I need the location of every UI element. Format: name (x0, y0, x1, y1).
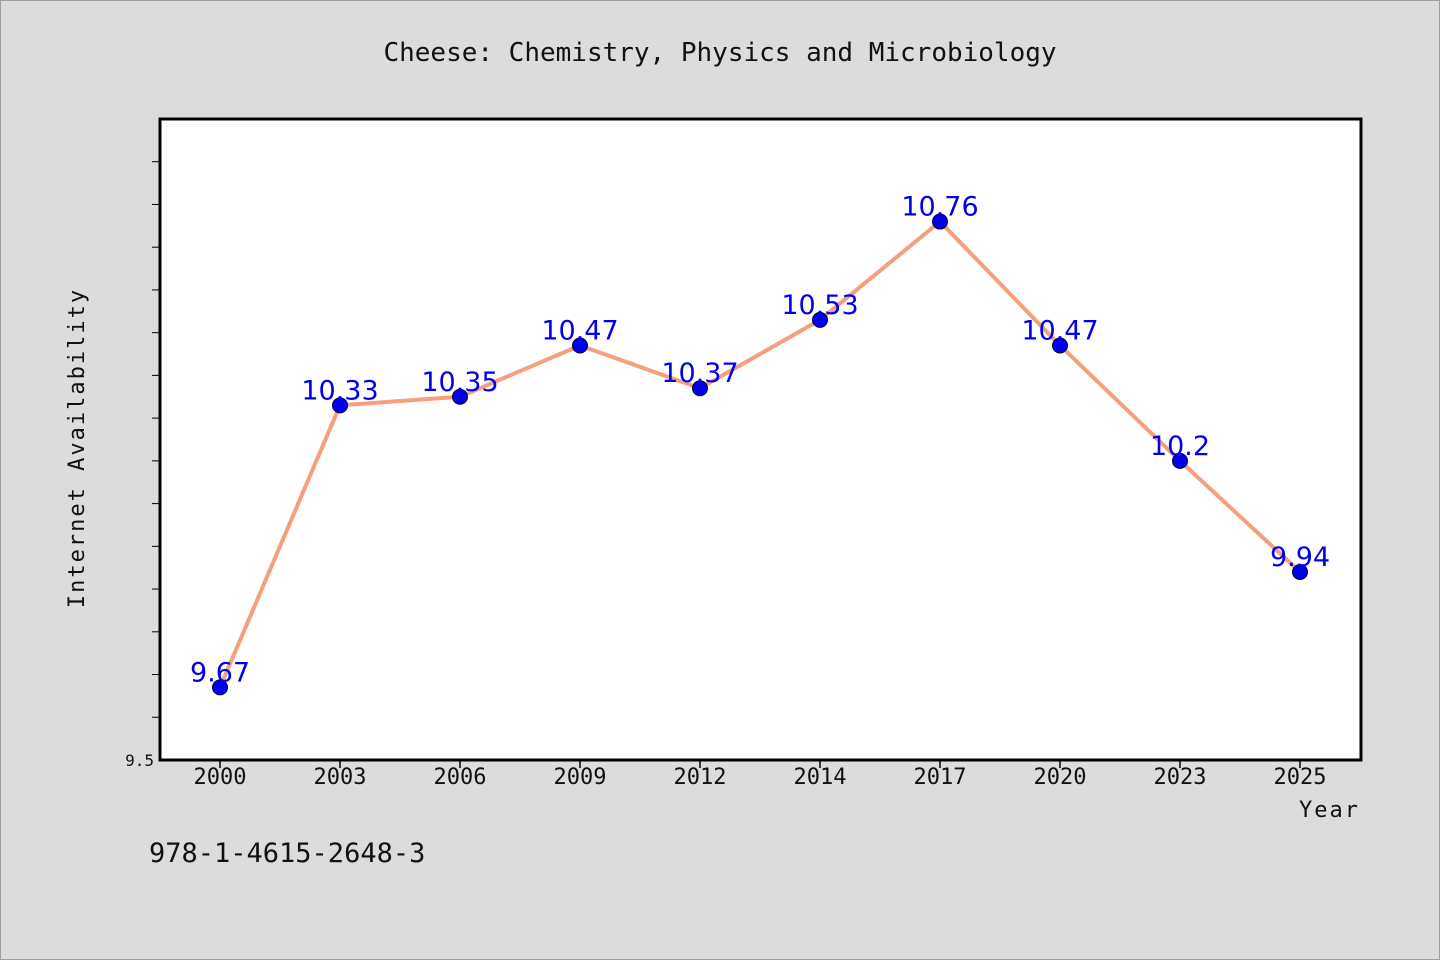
data-point (1292, 563, 1308, 580)
x-tick-label: 2025 (1274, 765, 1327, 790)
y-axis-label: Internet Availability (65, 288, 90, 608)
y-tick-label: 9.5 (125, 751, 154, 770)
x-tick-label: 2003 (314, 765, 367, 790)
chart-title: Cheese: Chemistry, Physics and Microbiol… (383, 38, 1056, 68)
data-label: 10.47 (1021, 315, 1098, 346)
data-label: 10.33 (301, 375, 378, 406)
data-point (812, 311, 828, 328)
x-tick-label: 2012 (674, 765, 727, 790)
x-tick-label: 2023 (1154, 765, 1207, 790)
x-tick-labels: 2000 2003 2006 2009 2012 2014 2017 2020 2023 2025 (194, 765, 1327, 790)
data-point (1052, 337, 1068, 354)
plot-area (158, 117, 1363, 762)
y-axis-ticks (152, 161, 160, 718)
x-axis-ticks (219, 760, 1301, 768)
series-line (218, 219, 1302, 689)
data-label: 10.53 (781, 290, 858, 321)
data-label: 9.94 (1270, 542, 1330, 573)
footer-isbn: 978-1-4615-2648-3 (149, 838, 425, 869)
x-tick-label: 2006 (434, 765, 487, 790)
x-tick-label: 2014 (794, 765, 847, 790)
x-tick-label: 2017 (914, 765, 967, 790)
x-tick-label: 2000 (194, 765, 247, 790)
data-labels: 9.67 10.33 10.35 10.47 10.37 10.53 10.76 10.47 1… (190, 192, 1330, 689)
x-tick-label: 2009 (554, 765, 607, 790)
data-point (692, 380, 708, 397)
data-point (332, 397, 348, 414)
x-axis-label: Year (1299, 798, 1360, 823)
data-label: 10.47 (541, 315, 618, 346)
data-label: 10.35 (421, 367, 498, 398)
data-point (1172, 452, 1188, 469)
data-label: 10.37 (661, 358, 738, 389)
data-markers (212, 213, 1308, 696)
data-point (572, 337, 588, 354)
data-label: 9.67 (190, 657, 250, 688)
data-point (932, 213, 948, 230)
data-point (452, 388, 468, 405)
data-label: 10.76 (901, 192, 978, 223)
x-tick-label: 2020 (1034, 765, 1087, 790)
data-label: 10.2 (1150, 431, 1210, 462)
data-point (212, 679, 228, 696)
